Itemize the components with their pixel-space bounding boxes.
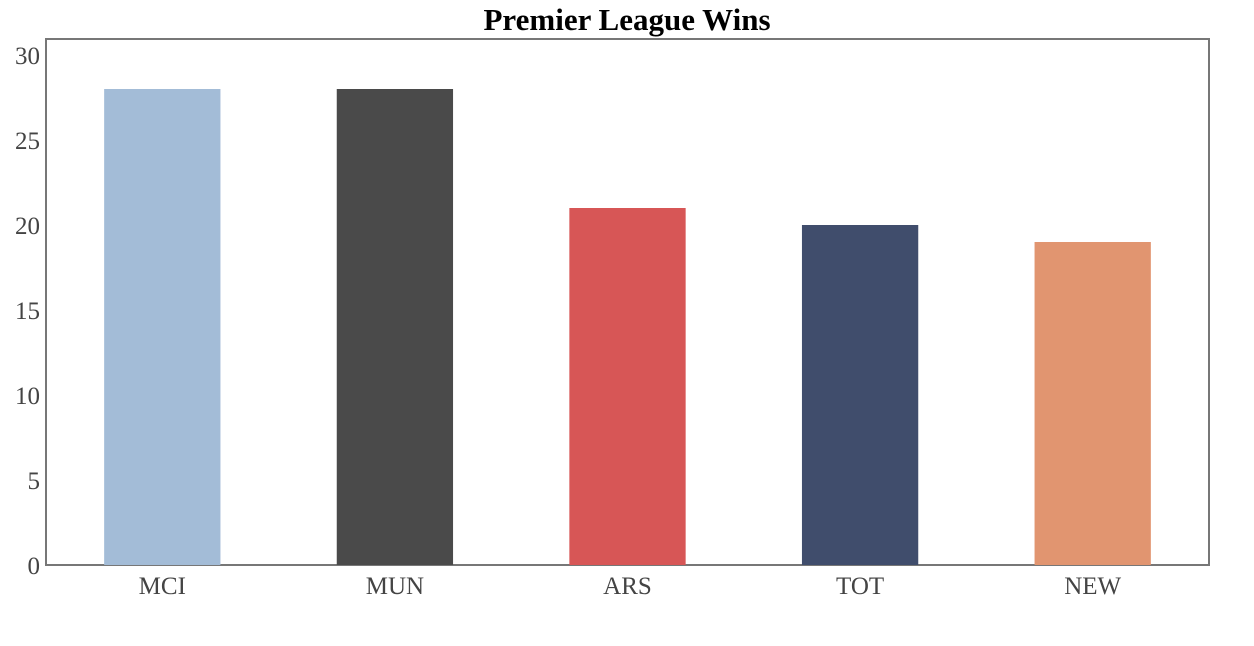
y-tick-label: 5 bbox=[28, 468, 41, 495]
y-tick-label: 10 bbox=[15, 383, 40, 410]
chart-title: Premier League Wins bbox=[483, 2, 770, 37]
x-tick-label: TOT bbox=[836, 573, 884, 600]
y-tick-label: 15 bbox=[15, 298, 40, 325]
x-tick-label: NEW bbox=[1064, 573, 1121, 600]
y-tick-label: 30 bbox=[15, 43, 40, 70]
y-axis: 0 5 10 15 20 25 30 bbox=[15, 43, 40, 580]
bar-mci bbox=[104, 89, 221, 565]
x-tick-label: ARS bbox=[603, 573, 652, 600]
x-tick-label: MCI bbox=[139, 573, 186, 600]
y-tick-label: 0 bbox=[28, 553, 41, 580]
bar-mun bbox=[336, 89, 454, 565]
y-tick-label: 20 bbox=[15, 213, 40, 240]
y-tick-label: 25 bbox=[15, 128, 40, 155]
bar-ars bbox=[569, 208, 686, 565]
bar-tot bbox=[801, 225, 919, 565]
x-axis: MCI MUN ARS TOT NEW bbox=[139, 573, 1122, 600]
x-tick-label: MUN bbox=[366, 573, 424, 600]
bars-group bbox=[104, 89, 1151, 565]
bar-new bbox=[1034, 242, 1151, 565]
